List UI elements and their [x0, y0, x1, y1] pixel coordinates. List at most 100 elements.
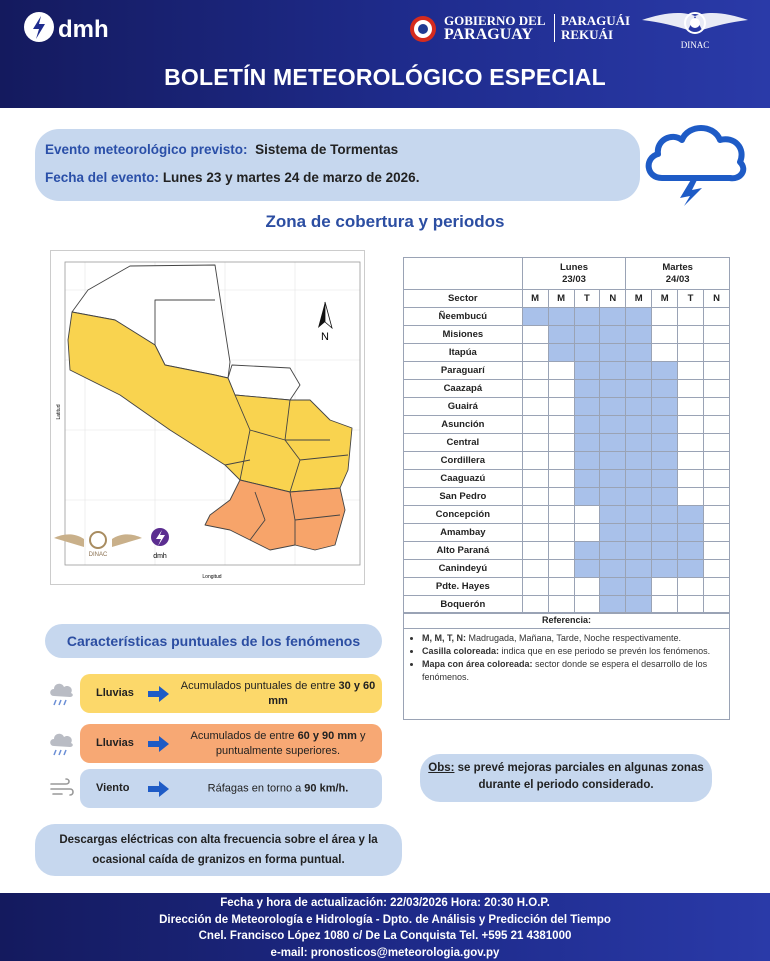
sector-name: San Pedro — [403, 487, 523, 506]
period-cell — [625, 361, 653, 380]
period-cell — [521, 451, 549, 470]
period-cell — [599, 361, 627, 380]
period-cell — [547, 487, 575, 506]
feature-row: Lluvias Acumulados puntuales de entre 30 … — [80, 674, 382, 713]
sector-row: Alto Paraná — [403, 541, 730, 560]
sector-row: San Pedro — [403, 487, 730, 506]
period-cell — [703, 595, 730, 614]
period-cell — [625, 505, 653, 524]
sector-row: Asunción — [403, 415, 730, 434]
period-cell — [651, 487, 679, 506]
period-cell — [625, 397, 653, 416]
period-cell — [703, 379, 730, 398]
period-cell — [521, 523, 549, 542]
reference-title: Referencia: — [404, 613, 729, 629]
period-cell — [677, 487, 705, 506]
period-cell — [547, 343, 575, 362]
sector-name: Caaguazú — [403, 469, 523, 488]
period-header: N — [703, 289, 730, 308]
footer-line: Cnel. Francisco López 1080 c/ De La Conq… — [198, 930, 572, 942]
sector-name: Central — [403, 433, 523, 452]
map-logo-dmh: dmh — [153, 553, 167, 560]
period-cell — [547, 469, 575, 488]
arrow — [148, 781, 169, 797]
description-part: 60 y 90 mm — [297, 729, 357, 742]
day-date: 23/03 — [562, 273, 586, 285]
sector-row: Ñeembucú — [403, 307, 730, 326]
period-cell — [547, 559, 575, 578]
period-cell — [599, 541, 627, 560]
phenomenon-icon — [50, 733, 73, 756]
date-value: Lunes 23 y martes 24 de marzo de 2026. — [162, 170, 420, 185]
footer: Fecha y hora de actualización: 22/03/202… — [0, 893, 770, 961]
day-name: Lunes — [560, 261, 588, 273]
period-cell — [625, 469, 653, 488]
period-cell — [703, 433, 730, 452]
period-cell — [651, 361, 679, 380]
period-cell — [599, 415, 627, 434]
sector-row: Cordillera — [403, 451, 730, 470]
period-cell — [547, 505, 575, 524]
storm-icon — [645, 125, 747, 206]
reference-term: M, M, T, N: — [422, 633, 466, 643]
period-cell — [651, 451, 679, 470]
period-cell — [521, 361, 549, 380]
period-cell — [677, 451, 705, 470]
period-cell — [651, 379, 679, 398]
period-header: T — [573, 289, 601, 308]
note-box: Descargas eléctricas con alta frecuencia… — [35, 824, 402, 876]
dinac-text: DINAC — [680, 40, 710, 50]
coverage-map: N Longitud Latitud DINAC dmh — [50, 250, 365, 585]
dinac-emblem — [642, 12, 748, 34]
period-cell — [651, 505, 679, 524]
sector-row: Boquerón — [403, 595, 730, 614]
period-cell — [625, 559, 653, 578]
period-header: N — [599, 289, 627, 308]
period-cell — [599, 559, 627, 578]
phenomenon-description: Ráfagas en torno a 90 km/h. — [180, 781, 376, 796]
period-cell — [651, 415, 679, 434]
sector-row: Amambay — [403, 523, 730, 542]
sector-name: Alto Paraná — [403, 541, 523, 560]
period-cell — [573, 559, 601, 578]
corner-cell — [403, 257, 523, 290]
period-cell — [521, 505, 549, 524]
period-cell — [677, 541, 705, 560]
obs-text: se prevé mejoras parciales en algunas zo… — [454, 762, 704, 791]
sector-name: Cordillera — [403, 451, 523, 470]
sector-name: Caazapá — [403, 379, 523, 398]
period-cell — [547, 595, 575, 614]
sector-name: Concepción — [403, 505, 523, 524]
obs-term: Obs: — [428, 762, 455, 774]
period-cell — [573, 343, 601, 362]
map-logo-dinac: DINAC — [89, 552, 108, 558]
period-cell — [573, 379, 601, 398]
sector-row: Caaguazú — [403, 469, 730, 488]
sector-name: Canindeyú — [403, 559, 523, 578]
phenomenon: Viento — [96, 782, 130, 794]
period-cell — [677, 505, 705, 524]
arrow — [148, 686, 169, 702]
period-cell — [547, 541, 575, 560]
phenomenon: Lluvias — [96, 737, 134, 749]
period-cell — [651, 433, 679, 452]
features-title: Características puntuales de los fenómen… — [45, 624, 382, 658]
period-cell — [677, 595, 705, 614]
period-header: M — [547, 289, 575, 308]
period-cell — [521, 469, 549, 488]
period-cell — [625, 487, 653, 506]
phenomenon-icon — [50, 683, 73, 706]
period-cell — [521, 541, 549, 560]
period-cell — [677, 523, 705, 542]
period-cell — [521, 415, 549, 434]
period-cell — [625, 595, 653, 614]
period-cell — [625, 343, 653, 362]
period-cell — [573, 541, 601, 560]
reference-text: Madrugada, Mañana, Tarde, Noche respecti… — [466, 633, 681, 643]
period-cell — [599, 451, 627, 470]
period-cell — [677, 577, 705, 596]
period-cell — [703, 541, 730, 560]
description-part: Acumulados de entre — [190, 729, 298, 742]
period-cell — [521, 325, 549, 344]
